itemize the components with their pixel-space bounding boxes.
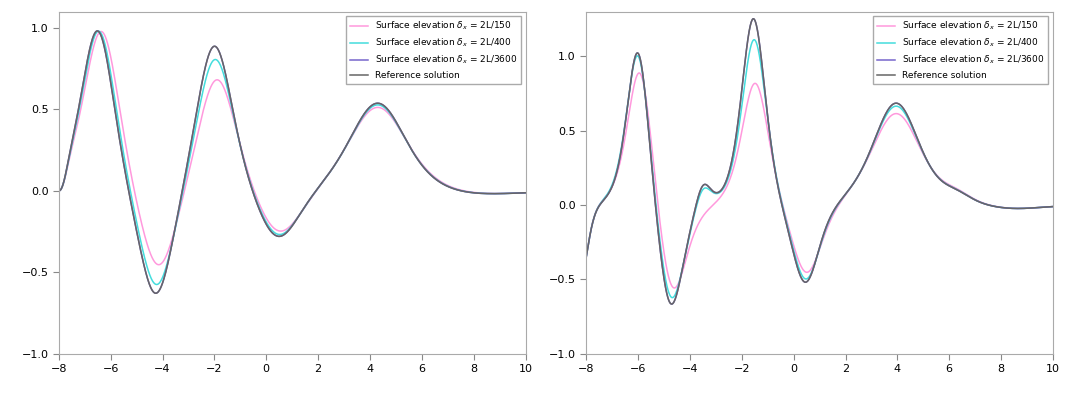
Surface elevation $\delta_x$ = 2L/150 [520,190,532,195]
Surface elevation $\delta_x$ = 2L/400 [52,189,65,193]
Surface elevation $\delta_x$ = 2L/400 [92,29,105,33]
Line: Surface elevation $\delta_x$ = 2L/150: Surface elevation $\delta_x$ = 2L/150 [586,73,1053,288]
Surface elevation $\delta_x$ = 2L/3600 [460,189,472,194]
Surface elevation $\delta_x$ = 2L/3600 [520,191,532,195]
Surface elevation $\delta_x$ = 2L/150 [232,134,245,139]
Legend: Surface elevation $\delta_x$ = 2L/150, Surface elevation $\delta_x$ = 2L/400, Su: Surface elevation $\delta_x$ = 2L/150, S… [873,16,1049,84]
Line: Reference solution: Reference solution [586,19,1053,304]
Surface elevation $\delta_x$ = 2L/400 [779,217,792,221]
Surface elevation $\delta_x$ = 2L/3600 [988,204,1001,209]
Surface elevation $\delta_x$ = 2L/400 [1047,204,1059,209]
Surface elevation $\delta_x$ = 2L/400 [510,191,523,195]
Reference solution [747,17,760,21]
Line: Surface elevation $\delta_x$ = 2L/150: Surface elevation $\delta_x$ = 2L/150 [59,31,526,265]
Surface elevation $\delta_x$ = 2L/3600 [579,255,592,259]
Surface elevation $\delta_x$ = 2L/150 [460,189,472,194]
Surface elevation $\delta_x$ = 2L/400 [988,204,1001,209]
Surface elevation $\delta_x$ = 2L/400 [1038,205,1051,209]
Surface elevation $\delta_x$ = 2L/150 [661,269,673,274]
Reference solution [460,189,472,194]
Surface elevation $\delta_x$ = 2L/400 [134,235,146,240]
Surface elevation $\delta_x$ = 2L/150 [759,116,772,121]
Surface elevation $\delta_x$ = 2L/3600 [633,54,646,59]
Surface elevation $\delta_x$ = 2L/150 [1047,204,1059,209]
Surface elevation $\delta_x$ = 2L/3600 [1038,205,1051,209]
Surface elevation $\delta_x$ = 2L/150 [579,255,592,259]
Line: Surface elevation $\delta_x$ = 2L/400: Surface elevation $\delta_x$ = 2L/400 [59,31,526,285]
Surface elevation $\delta_x$ = 2L/150 [95,29,108,34]
Surface elevation $\delta_x$ = 2L/3600 [747,17,760,21]
Surface elevation $\delta_x$ = 2L/3600 [134,244,146,249]
Surface elevation $\delta_x$ = 2L/400 [252,203,265,208]
Surface elevation $\delta_x$ = 2L/150 [988,204,1001,208]
Reference solution [759,95,772,99]
Legend: Surface elevation $\delta_x$ = 2L/150, Surface elevation $\delta_x$ = 2L/400, Su: Surface elevation $\delta_x$ = 2L/150, S… [346,16,521,84]
Reference solution [520,191,532,195]
Surface elevation $\delta_x$ = 2L/3600 [232,133,245,138]
Surface elevation $\delta_x$ = 2L/3600 [510,191,523,195]
Reference solution [150,291,162,296]
Reference solution [988,204,1001,209]
Surface elevation $\delta_x$ = 2L/3600 [106,90,119,94]
Reference solution [1038,205,1051,209]
Surface elevation $\delta_x$ = 2L/400 [633,57,646,61]
Line: Surface elevation $\delta_x$ = 2L/400: Surface elevation $\delta_x$ = 2L/400 [586,40,1053,298]
Surface elevation $\delta_x$ = 2L/400 [232,134,245,139]
Surface elevation $\delta_x$ = 2L/400 [579,255,592,259]
Surface elevation $\delta_x$ = 2L/3600 [1047,204,1059,209]
Reference solution [633,54,646,59]
Reference solution [779,219,792,224]
Surface elevation $\delta_x$ = 2L/150 [1038,205,1051,209]
Reference solution [134,244,146,249]
Surface elevation $\delta_x$ = 2L/3600 [52,189,65,193]
Reference solution [1047,204,1059,209]
Surface elevation $\delta_x$ = 2L/400 [151,282,164,287]
Surface elevation $\delta_x$ = 2L/400 [460,189,472,194]
Reference solution [52,189,65,193]
Surface elevation $\delta_x$ = 2L/400 [759,98,772,103]
Surface elevation $\delta_x$ = 2L/150 [252,199,265,204]
Surface elevation $\delta_x$ = 2L/150 [633,71,646,75]
Surface elevation $\delta_x$ = 2L/3600 [779,219,792,224]
Surface elevation $\delta_x$ = 2L/150 [106,62,119,67]
Reference solution [232,133,245,138]
Surface elevation $\delta_x$ = 2L/3600 [665,302,678,307]
Surface elevation $\delta_x$ = 2L/3600 [91,29,104,33]
Reference solution [91,29,104,33]
Line: Surface elevation $\delta_x$ = 2L/3600: Surface elevation $\delta_x$ = 2L/3600 [59,31,526,293]
Surface elevation $\delta_x$ = 2L/3600 [661,292,673,297]
Line: Surface elevation $\delta_x$ = 2L/3600: Surface elevation $\delta_x$ = 2L/3600 [586,19,1053,304]
Surface elevation $\delta_x$ = 2L/150 [633,71,646,75]
Surface elevation $\delta_x$ = 2L/150 [152,263,165,267]
Reference solution [661,292,673,297]
Surface elevation $\delta_x$ = 2L/150 [510,191,523,195]
Surface elevation $\delta_x$ = 2L/3600 [252,205,265,209]
Surface elevation $\delta_x$ = 2L/400 [106,80,119,84]
Surface elevation $\delta_x$ = 2L/400 [520,191,532,195]
Reference solution [665,302,678,307]
Surface elevation $\delta_x$ = 2L/150 [134,214,146,219]
Surface elevation $\delta_x$ = 2L/400 [747,37,760,42]
Surface elevation $\delta_x$ = 2L/3600 [759,95,772,99]
Surface elevation $\delta_x$ = 2L/400 [666,295,679,300]
Surface elevation $\delta_x$ = 2L/150 [779,214,792,219]
Reference solution [579,255,592,259]
Line: Reference solution: Reference solution [59,31,526,293]
Surface elevation $\delta_x$ = 2L/3600 [150,291,162,296]
Reference solution [106,90,119,94]
Surface elevation $\delta_x$ = 2L/150 [668,286,681,290]
Surface elevation $\delta_x$ = 2L/400 [661,285,673,289]
Reference solution [252,205,265,209]
Reference solution [510,191,523,195]
Surface elevation $\delta_x$ = 2L/150 [52,189,65,193]
